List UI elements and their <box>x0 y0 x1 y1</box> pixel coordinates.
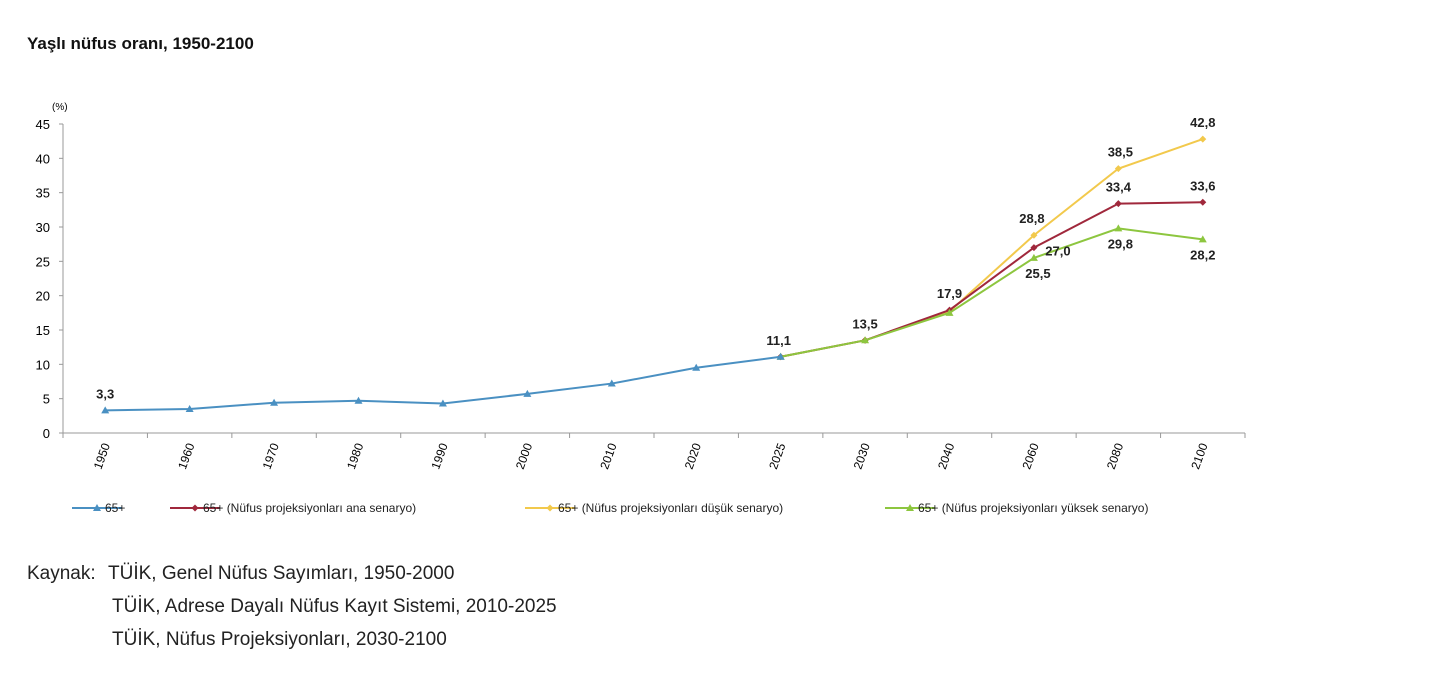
y-tick-label: 0 <box>43 426 50 441</box>
data-label: 3,3 <box>96 386 114 401</box>
legend-item-0: 65+ <box>72 501 125 515</box>
data-label: 38,5 <box>1108 145 1133 160</box>
data-label: 17,9 <box>937 286 962 301</box>
data-point-marker <box>523 389 532 397</box>
data-label: 28,8 <box>1019 211 1044 226</box>
data-point-marker <box>1114 200 1122 208</box>
data-label: 13,5 <box>852 316 877 331</box>
series-line <box>780 227 1203 358</box>
y-tick-label: 40 <box>36 151 50 166</box>
data-point-marker <box>1114 165 1122 173</box>
data-point-marker <box>191 504 199 512</box>
source-label: Kaynak: <box>27 563 96 584</box>
x-tick-label: 2030 <box>851 441 873 471</box>
data-point-marker <box>1029 253 1038 261</box>
x-tick-label: 1950 <box>91 441 113 471</box>
data-point-marker <box>354 396 363 404</box>
data-label: 33,4 <box>1106 180 1132 195</box>
data-point-marker <box>776 352 785 360</box>
data-point-marker <box>1030 244 1038 252</box>
y-tick-label: 35 <box>36 186 50 201</box>
legend-item-3: 65+ (Nüfus projeksiyonları yüksek senary… <box>885 501 1148 515</box>
y-tick-label: 15 <box>36 323 50 338</box>
y-tick-label: 45 <box>36 117 50 132</box>
legend-item-1: 65+ (Nüfus projeksiyonları ana senaryo) <box>170 501 416 515</box>
data-point-marker <box>861 336 870 344</box>
data-point-marker <box>1114 224 1123 232</box>
x-tick-label: 2080 <box>1104 441 1126 471</box>
data-point-marker <box>1199 198 1207 206</box>
data-point-marker <box>1198 235 1207 243</box>
y-tick-label: 30 <box>36 220 50 235</box>
legend-item-2: 65+ (Nüfus projeksiyonları düşük senaryo… <box>525 501 783 515</box>
series-1 <box>777 198 1207 361</box>
source-line-1: TÜİK, Genel Nüfus Sayımları, 1950-2000 <box>108 563 455 584</box>
data-label: 11,1 <box>766 333 791 348</box>
legend-label: 65+ <box>105 501 125 515</box>
x-tick-label: 2100 <box>1188 441 1210 471</box>
data-point-marker <box>692 363 701 371</box>
x-tick-label: 1990 <box>428 441 450 471</box>
data-point-marker <box>607 379 616 387</box>
series-0 <box>101 352 785 414</box>
series-line <box>780 201 1203 358</box>
data-point-marker <box>101 406 110 414</box>
data-point-marker <box>906 504 914 511</box>
x-tick-label: 2060 <box>1019 441 1041 471</box>
data-point-marker <box>185 404 194 412</box>
x-tick-label: 2040 <box>935 441 957 471</box>
data-label: 33,6 <box>1190 178 1215 193</box>
data-point-marker <box>1030 231 1038 239</box>
legend-label: 65+ (Nüfus projeksiyonları yüksek senary… <box>918 501 1148 515</box>
source-line-3: TÜİK, Nüfus Projeksiyonları, 2030-2100 <box>112 629 447 650</box>
data-label: 28,2 <box>1190 247 1215 262</box>
chart-title: Yaşlı nüfus oranı, 1950-2100 <box>27 34 254 53</box>
series-3 <box>776 224 1207 360</box>
data-label: 42,8 <box>1190 115 1215 130</box>
legend-label: 65+ (Nüfus projeksiyonları düşük senaryo… <box>558 501 783 515</box>
data-point-marker <box>438 399 447 407</box>
y-tick-label: 25 <box>36 254 50 269</box>
data-label: 25,5 <box>1025 266 1050 281</box>
data-point-marker <box>546 504 554 512</box>
x-tick-label: 2025 <box>766 441 788 471</box>
x-tick-label: 2020 <box>682 441 704 471</box>
x-tick-label: 1970 <box>260 441 282 471</box>
y-tick-label: 20 <box>36 289 50 304</box>
series-2 <box>777 135 1207 361</box>
y-axis-unit: (%) <box>52 102 68 113</box>
data-point-marker <box>945 308 954 316</box>
y-tick-label: 5 <box>43 392 50 407</box>
source-line-2: TÜİK, Adrese Dayalı Nüfus Kayıt Sistemi,… <box>112 596 557 617</box>
x-tick-label: 1980 <box>344 441 366 471</box>
data-point-marker <box>270 398 279 406</box>
legend-label: 65+ (Nüfus projeksiyonları ana senaryo) <box>203 501 416 515</box>
data-point-marker <box>1199 135 1207 143</box>
series-line <box>780 138 1204 358</box>
y-tick-label: 10 <box>36 357 50 372</box>
data-label: 29,8 <box>1108 236 1133 251</box>
x-tick-label: 1960 <box>175 441 197 471</box>
x-tick-label: 2010 <box>597 441 619 471</box>
data-label: 27,0 <box>1045 244 1070 259</box>
x-tick-label: 2000 <box>513 441 535 471</box>
data-point-marker <box>93 504 101 511</box>
